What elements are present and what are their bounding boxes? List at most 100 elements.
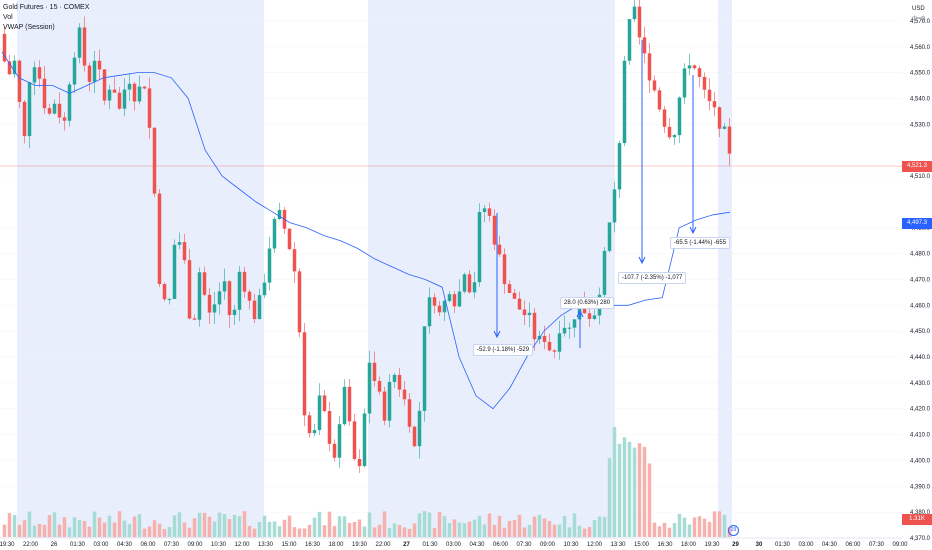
- candle-body: [107, 89, 112, 101]
- volume-bar: [457, 522, 462, 537]
- volume-bar: [187, 527, 192, 537]
- time-tick-label: 15:00: [634, 542, 650, 548]
- volume-bar: [152, 520, 157, 537]
- candle-body: [237, 271, 242, 310]
- candle-body: [147, 88, 152, 128]
- candle-body: [137, 86, 142, 102]
- price-tick-label: 4,550.0: [910, 71, 931, 77]
- candle-body: [372, 362, 377, 381]
- volume-bar: [657, 526, 662, 537]
- volume-bar: [272, 521, 277, 537]
- volume-bar: [597, 516, 602, 537]
- volume-bar: [547, 520, 552, 537]
- candle-body: [647, 53, 652, 81]
- time-tick-label: 04:30: [117, 542, 133, 548]
- volume-bar: [642, 446, 647, 537]
- candle-body: [102, 69, 107, 101]
- volume-bar: [52, 512, 57, 537]
- price-tick-label: 4,390.0: [910, 484, 931, 490]
- time-tick-label: 12:00: [587, 542, 603, 548]
- volume-bar: [137, 514, 142, 537]
- volume-bar: [682, 517, 687, 537]
- volume-bar: [147, 526, 152, 537]
- candle-body: [187, 260, 192, 319]
- candle-body: [617, 143, 622, 190]
- volume-bar: [297, 528, 302, 537]
- volume-bar: [497, 515, 502, 537]
- legend-vwap[interactable]: VWAP (Session): [3, 24, 55, 31]
- time-tick-label: 09:00: [187, 542, 203, 548]
- volume-bar: [32, 525, 37, 537]
- volume-bar: [392, 523, 397, 537]
- candle-body: [482, 208, 487, 212]
- vwap-price-badge: 4,497.3: [902, 218, 932, 229]
- candle-body: [387, 381, 392, 421]
- candle-body: [697, 68, 702, 77]
- candle-body: [712, 101, 717, 108]
- candle-body: [572, 319, 577, 328]
- volume-bar: [327, 511, 332, 537]
- volume-bar: [72, 517, 77, 537]
- volume-bar: [662, 522, 667, 537]
- candle-body: [217, 291, 222, 305]
- volume-bar: [577, 525, 582, 537]
- time-tick-label: 26: [51, 542, 58, 548]
- candle-body: [722, 126, 727, 129]
- measure-label-2[interactable]: 28.0 (0.63%) 280: [560, 297, 615, 309]
- volume-bar: [142, 528, 147, 537]
- candle-body: [262, 282, 267, 296]
- volume-bar: [22, 520, 27, 537]
- volume-bar: [197, 512, 202, 537]
- price-tick-label: 4,450.0: [910, 329, 931, 335]
- candle-body: [612, 189, 617, 223]
- volume-bar: [717, 511, 722, 537]
- volume-bar: [617, 443, 622, 537]
- time-axis[interactable]: 19:30 22:00 26 01:30 03:00 04:30 06:00 07:30 09:…: [0, 542, 908, 548]
- volume-bar: [92, 511, 97, 537]
- time-tick-label: 18:00: [328, 542, 344, 548]
- candle-body: [207, 294, 212, 313]
- volume-bar: [677, 513, 682, 537]
- volume-bar: [647, 463, 652, 537]
- candle-body: [157, 193, 162, 285]
- measure-label-1[interactable]: -52.9 (-1.18%) -529: [473, 344, 534, 356]
- candle-body: [632, 6, 637, 20]
- volume-bar: [17, 524, 22, 537]
- candle-body: [192, 318, 197, 320]
- measure-label-3[interactable]: -107.7 (-2.35%) -1,077: [618, 272, 687, 284]
- price-tick-label: 4,370.0: [910, 536, 931, 542]
- time-tick-label: 01:30: [775, 542, 791, 548]
- candle-body: [357, 458, 362, 467]
- candle-body: [302, 332, 307, 416]
- candle-body: [142, 86, 147, 89]
- price-tick-label: 4,570.0: [910, 19, 931, 25]
- volume-bar: [452, 519, 457, 537]
- candle-body: [547, 341, 552, 351]
- volume-bar: [562, 515, 567, 537]
- chart-legend: Gold Futures · 15 · COMEX Vol VWAP (Sess…: [3, 3, 89, 33]
- volume-bar: [57, 524, 62, 537]
- candle-body: [517, 298, 522, 310]
- settings-icon[interactable]: 29: [728, 525, 739, 536]
- candle-body: [667, 126, 672, 138]
- volume-bar: [357, 519, 362, 537]
- currency-sub: ф=ф: [912, 16, 926, 22]
- candle-body: [77, 27, 82, 58]
- candle-body: [442, 300, 447, 313]
- time-tick-label: 01:30: [422, 542, 438, 548]
- legend-volume[interactable]: Vol: [3, 14, 13, 21]
- volume-bar: [572, 513, 577, 537]
- price-axis[interactable]: 4,570.0 4,560.0 4,550.0 4,540.0 4,530.0 4,510…: [910, 19, 931, 542]
- candle-body: [72, 57, 77, 85]
- candle-body: [17, 60, 22, 102]
- time-tick-label: 12:00: [234, 542, 250, 548]
- volume-bar: [537, 514, 542, 537]
- currency-label[interactable]: USD: [912, 6, 925, 12]
- candle-body: [112, 89, 117, 93]
- candle-body: [627, 19, 632, 61]
- volume-bar: [82, 521, 87, 537]
- volume-bar: [202, 512, 207, 537]
- legend-title[interactable]: Gold Futures · 15 · COMEX: [3, 4, 90, 11]
- measure-label-4[interactable]: -65.5 (-1.44%) -655: [670, 237, 731, 249]
